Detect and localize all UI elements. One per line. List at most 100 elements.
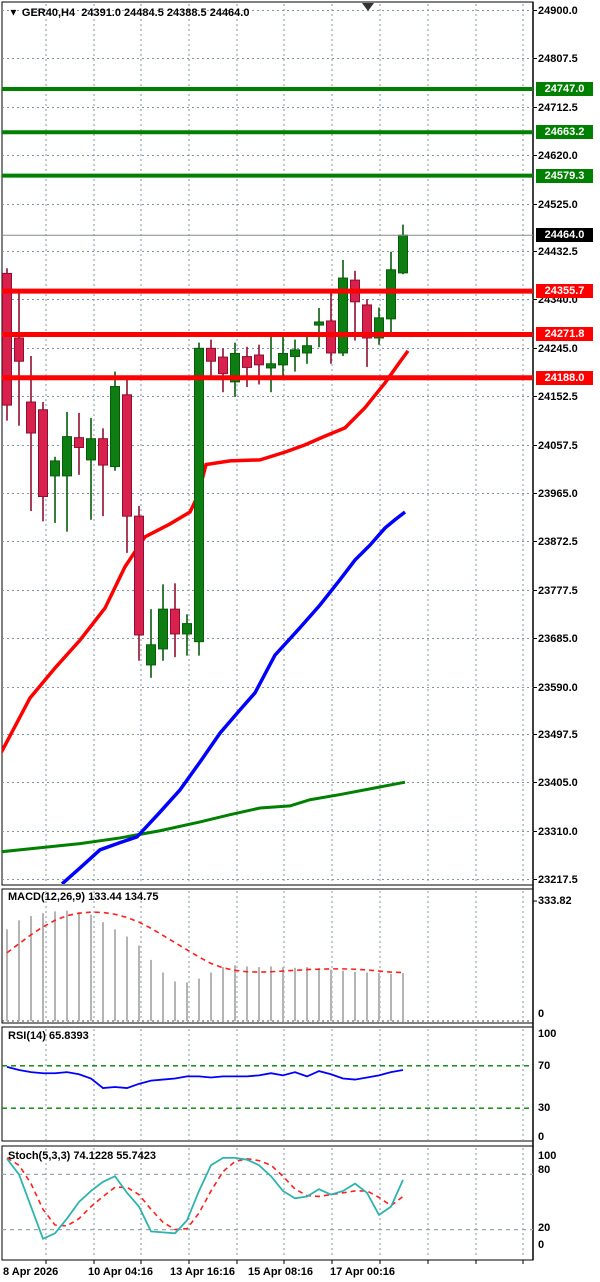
macd-histogram-bar [102, 922, 104, 1021]
macd-histogram-bar [378, 973, 380, 1021]
macd-histogram-bar [18, 920, 20, 1021]
price-tick-label: 23217.5 [538, 873, 578, 886]
macd-values: 133.44 134.75 [88, 891, 159, 903]
candle-body [266, 363, 276, 369]
stoch-values: 74.1228 55.7423 [73, 1150, 157, 1162]
macd-histogram-bar [390, 973, 392, 1021]
candle-body [98, 438, 108, 466]
candle-body [26, 401, 36, 434]
candle-body [278, 352, 288, 366]
candle-body [182, 623, 192, 635]
macd-histogram-bar [282, 967, 284, 1021]
candle-body [386, 269, 396, 320]
macd-title: MACD(12,26,9) [8, 891, 86, 903]
price-tick-label: 23310.0 [538, 825, 578, 838]
price-tick-label: 23685.0 [538, 632, 578, 645]
macd-histogram-bar [306, 967, 308, 1021]
candle-body [110, 386, 120, 468]
price-tick-label: 24525.0 [538, 198, 578, 211]
macd-histogram-bar [318, 968, 320, 1021]
time-axis-label: 13 Apr 16:16 [170, 1266, 236, 1278]
price-tick-label: 24245.0 [538, 342, 578, 355]
candle-body [38, 409, 48, 498]
macd-histogram-bar [366, 972, 368, 1021]
candle-body [194, 347, 204, 643]
stoch-scale-0: 0 [538, 1239, 545, 1251]
main-chart-pane[interactable] [0, 224, 410, 884]
rsi-scale-30: 30 [538, 1102, 551, 1114]
symbol-dropdown-icon[interactable]: ▼ [8, 7, 19, 19]
macd-histogram-bar [162, 972, 164, 1021]
bar-close: 24464.0 [209, 7, 250, 19]
macd-histogram-bar [402, 973, 404, 1021]
macd-histogram-bar [42, 913, 44, 1021]
macd-scale-zero: 0 [538, 1008, 545, 1020]
macd-histogram-bar [126, 936, 128, 1021]
arrow-down-marker [362, 3, 374, 11]
price-badge: 24188.0 [536, 370, 593, 385]
candle-body [218, 356, 228, 375]
candle-body [230, 352, 240, 383]
price-badge: 24747.0 [536, 82, 593, 97]
macd-histogram-bar [186, 982, 188, 1021]
macd-histogram-bar [54, 911, 56, 1021]
candle-body [146, 644, 156, 666]
candle-body [170, 608, 180, 635]
price-badge: 24271.8 [536, 327, 593, 342]
chart-header: ▼ GER40,H4 24391.0 24484.5 24388.5 24464.… [8, 7, 250, 19]
macd-histogram-bar [210, 972, 212, 1021]
price-badge: 24579.3 [536, 168, 593, 183]
candle-body [338, 277, 348, 354]
price-badge: 24355.7 [536, 284, 593, 299]
macd-histogram-bar [342, 970, 344, 1021]
macd-histogram-bar [30, 916, 32, 1021]
stoch-scale-80: 80 [538, 1164, 551, 1176]
rsi-title: RSI(14) [8, 1030, 46, 1042]
rsi-value: 65.8393 [48, 1030, 89, 1042]
rsi-pane-title: RSI(14) 65.8393 [8, 1030, 89, 1042]
candle-body [314, 321, 324, 326]
candle-body [254, 354, 264, 366]
macd-histogram-bar [174, 981, 176, 1021]
stoch-scale-20: 20 [538, 1222, 551, 1234]
price-tick-label: 23872.5 [538, 535, 578, 548]
candle-body [398, 234, 408, 274]
macd-histogram-bar [222, 967, 224, 1021]
macd-pane-title: MACD(12,26,9) 133.44 134.75 [8, 891, 158, 903]
price-tick-label: 24432.5 [538, 245, 578, 258]
rsi-scale-70: 70 [538, 1060, 551, 1072]
candle-body [158, 608, 168, 650]
price-badge: 24464.0 [536, 228, 593, 243]
macd-signal-line [6, 911, 404, 974]
stoch-title: Stoch(5,3,3) [8, 1150, 71, 1162]
bar-high: 24484.5 [124, 7, 164, 19]
candle-body [74, 437, 84, 448]
macd-histogram-bar [234, 965, 236, 1021]
candle-body [242, 356, 252, 368]
stoch-scale-100: 100 [538, 1150, 557, 1162]
price-tick-label: 24807.5 [538, 52, 578, 65]
price-tick-label: 24620.0 [538, 149, 578, 162]
macd-histogram-bar [78, 912, 80, 1021]
macd-histogram-bar [270, 966, 272, 1021]
macd-histogram-bar [66, 910, 68, 1021]
bar-low: 24388.5 [166, 7, 207, 19]
macd-histogram-bar [258, 967, 260, 1021]
stoch-pane-title: Stoch(5,3,3) 74.1228 55.7423 [8, 1150, 156, 1162]
macd-histogram-bar [198, 978, 200, 1021]
price-tick-label: 23777.5 [538, 584, 578, 597]
time-axis-label: 10 Apr 04:16 [88, 1266, 154, 1278]
candle-body [62, 436, 72, 477]
stoch-k-line [6, 1156, 404, 1241]
price-badge: 24663.2 [536, 125, 593, 140]
macd-histogram-bar [330, 969, 332, 1021]
macd-histogram-bar [138, 945, 140, 1021]
rsi-scale-100: 100 [538, 1028, 557, 1040]
candle-body [2, 272, 12, 406]
candle-body [302, 345, 312, 354]
rsi-scale-0: 0 [538, 1131, 545, 1143]
candle-body [50, 460, 60, 477]
price-tick-label: 23497.5 [538, 728, 578, 741]
